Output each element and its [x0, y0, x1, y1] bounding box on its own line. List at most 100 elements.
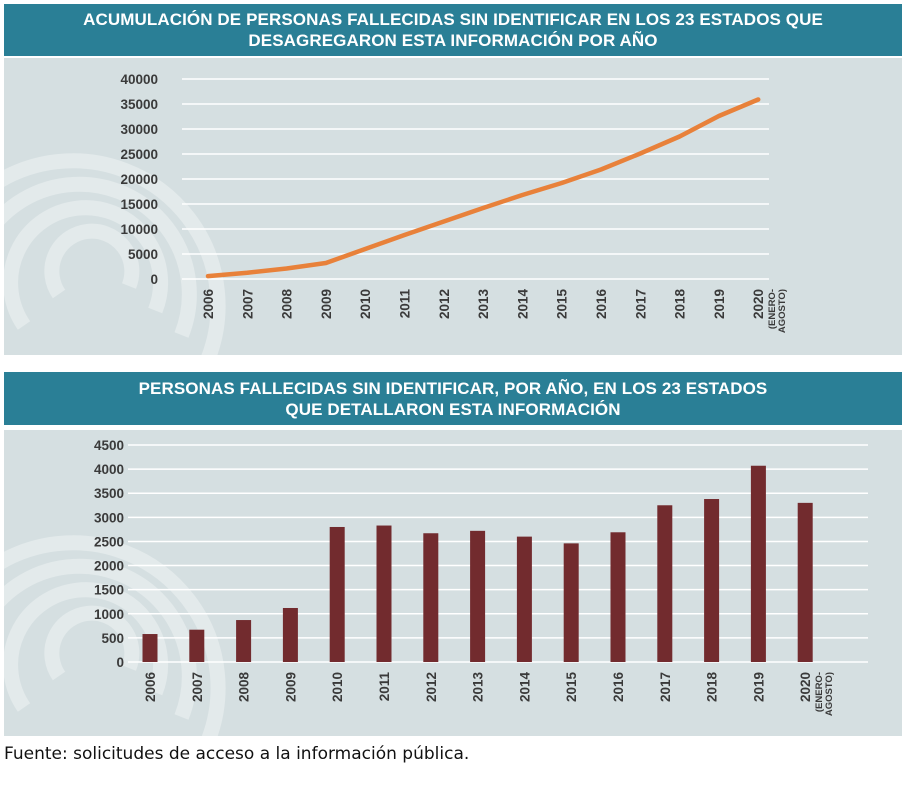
x-tick-label: 2011: [398, 289, 413, 319]
data-point: [481, 206, 486, 210]
bar: [329, 526, 345, 662]
fingerprint-ridge: [44, 223, 140, 299]
line-chart-title-line-1: ACUMULACIÓN DE PERSONAS FALLECIDAS SIN I…: [83, 10, 823, 29]
bar: [142, 634, 158, 662]
x-tick-label: 2019: [712, 289, 727, 319]
bar: [563, 543, 579, 662]
bar-chart-title-banner: PERSONAS FALLECIDAS SIN IDENTIFICAR, POR…: [4, 372, 902, 425]
line-chart-title-line-2: DESAGREGARON ESTA INFORMACIÓN POR AÑO: [248, 31, 658, 50]
y-tick-label: 4500: [94, 438, 124, 453]
y-tick-label: 0: [116, 655, 124, 670]
x-tick-label: 2015: [555, 289, 570, 320]
x-tick-label: 2009: [283, 672, 298, 702]
bar: [516, 536, 532, 662]
x-tick-label: 2009: [319, 289, 334, 319]
x-tick-label: 2013: [471, 672, 486, 703]
y-tick-label: 10000: [120, 222, 158, 237]
y-tick-label: 1000: [94, 607, 124, 622]
fingerprint-ridge: [4, 153, 226, 355]
x-tick-label: 2016: [611, 672, 626, 703]
y-tick-label: 1500: [94, 583, 124, 598]
data-point: [677, 134, 682, 139]
x-tick-label: 2018: [673, 289, 688, 320]
bar: [657, 505, 673, 662]
y-tick-label: 2000: [94, 559, 124, 574]
y-tick-label: 2500: [94, 534, 124, 549]
line-chart: 0 5000 10000 15000 20000 25000 30000 35000 40000…: [4, 72, 788, 355]
bar: [189, 629, 205, 662]
data-point: [323, 261, 328, 265]
x-tick-label: 2014: [515, 289, 530, 320]
y-tick-label: 500: [101, 631, 124, 646]
series-line: [205, 97, 761, 279]
fingerprint-watermark-icon: [4, 535, 226, 736]
source-footnote: Fuente: solicitudes de acceso a la infor…: [4, 744, 470, 764]
x-tick-label: 2010: [358, 289, 373, 319]
bar: [282, 607, 298, 662]
data-point: [206, 274, 210, 279]
x-tick-label: 2018: [705, 672, 720, 703]
y-tick-label: 25000: [120, 147, 158, 162]
y-tick-label: 4000: [94, 462, 124, 477]
x-tick-label: 2012: [437, 289, 452, 319]
x-tick-label: 2010: [330, 672, 345, 702]
data-point: [284, 266, 289, 271]
data-point: [756, 97, 761, 102]
x-tick-note: (ENERO-: [767, 289, 778, 329]
x-tick-label: 2014: [517, 672, 532, 703]
x-tick-label: 2011: [377, 672, 392, 702]
fingerprint-ridge: [4, 176, 197, 338]
bar: [423, 533, 439, 662]
bar-chart: 0 500 1000 1500 2000 2500 3000 3500 4000 4500 2006…: [4, 438, 868, 736]
bar: [610, 532, 626, 662]
bar: [470, 530, 486, 662]
data-point: [559, 181, 564, 185]
data-point: [599, 167, 603, 172]
y-tick-label: 20000: [120, 172, 158, 187]
y-tick-label: 3500: [94, 486, 124, 501]
bar: [797, 502, 813, 662]
bar-chart-title-line-2: QUE DETALLARON ESTA INFORMACIÓN: [285, 399, 621, 419]
bar: [376, 525, 392, 662]
line-chart-title-banner: ACUMULACIÓN DE PERSONAS FALLECIDAS SIN I…: [4, 4, 902, 56]
y-tick-label: 15000: [120, 197, 158, 212]
data-point: [520, 193, 525, 197]
x-tick-note: AGOSTO): [777, 289, 788, 333]
bar-chart-panel: 0 500 1000 1500 2000 2500 3000 3500 4000 4500 2006…: [4, 430, 902, 736]
fingerprint-ridge: [44, 605, 140, 681]
x-tick-note: AGOSTO): [824, 672, 835, 716]
x-tick-label: 2006: [201, 289, 216, 320]
fingerprint-ridge: [4, 582, 169, 712]
x-tick-label: 2019: [751, 672, 766, 702]
x-tick-label: 2015: [564, 672, 579, 703]
x-tick-label: 2007: [190, 672, 205, 702]
data-point: [441, 219, 446, 224]
x-tick-label: 2007: [240, 289, 255, 319]
data-point: [402, 233, 407, 237]
y-tick-label: 0: [150, 272, 158, 287]
x-tick-label: 2008: [237, 672, 252, 703]
bar: [704, 499, 720, 662]
fingerprint-ridge: [4, 558, 197, 720]
line-chart-panel: 0 5000 10000 15000 20000 25000 30000 35000 40000…: [4, 58, 902, 355]
y-tick-label: 30000: [120, 122, 158, 137]
x-tick-label: 2017: [658, 672, 673, 702]
data-point: [716, 114, 721, 118]
x-tick-label: 2013: [476, 289, 491, 320]
y-tick-label: 40000: [120, 72, 158, 87]
bar: [750, 465, 766, 662]
fingerprint-ridge: [4, 200, 169, 330]
y-tick-label: 35000: [120, 97, 158, 112]
x-tick-label: 2006: [143, 672, 158, 703]
x-tick-label: 2016: [594, 289, 609, 320]
y-tick-label: 5000: [128, 247, 158, 262]
x-tick-note: (ENERO-: [814, 672, 825, 712]
x-tick-label: 2020: [798, 672, 813, 702]
x-tick-label: 2012: [424, 672, 439, 702]
data-point: [245, 270, 250, 275]
fingerprint-watermark-icon: [4, 153, 226, 355]
data-point: [363, 247, 368, 251]
x-tick-label: 2020: [751, 289, 766, 319]
fingerprint-ridge: [4, 535, 226, 736]
y-tick-label: 3000: [94, 510, 124, 525]
